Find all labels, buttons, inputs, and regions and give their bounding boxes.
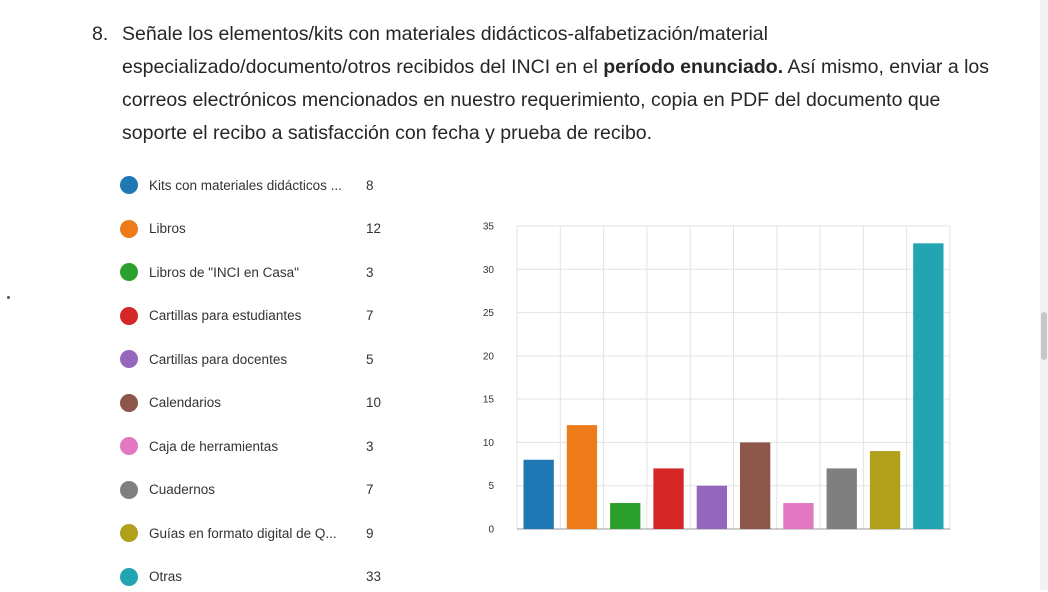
bar xyxy=(696,485,728,529)
bar xyxy=(783,503,814,529)
y-tick-label: 25 xyxy=(483,308,495,319)
legend-label: Kits con materiales didácticos ... xyxy=(149,177,342,193)
bar xyxy=(869,451,901,529)
scrollbar-thumb[interactable] xyxy=(1041,312,1047,360)
legend-value: 3 xyxy=(366,438,374,454)
edge-marker xyxy=(7,296,10,299)
legend-swatch xyxy=(120,437,138,455)
legend-label: Cartillas para estudiantes xyxy=(149,308,302,323)
legend-item: Caja de herramientas 3 xyxy=(120,431,400,461)
legend-label: Guías en formato digital de Q... xyxy=(149,525,337,541)
legend-value: 33 xyxy=(366,569,382,584)
legend-label: Libros de "INCI en Casa" xyxy=(149,264,299,280)
legend-item: Cuadernos 7 xyxy=(120,475,400,505)
legend-swatch xyxy=(120,306,138,325)
y-tick-label: 30 xyxy=(483,265,495,276)
legend-swatch xyxy=(120,480,138,499)
legend-swatch xyxy=(120,393,138,412)
y-tick-label: 15 xyxy=(483,395,495,406)
legend-item: Otras 33 xyxy=(120,562,400,592)
legend-label: Otras xyxy=(149,569,183,584)
legend-value: 12 xyxy=(366,221,382,236)
legend-label: Calendarios xyxy=(149,395,222,410)
legend-value: 3 xyxy=(366,264,374,280)
question-number: 8. xyxy=(92,23,109,45)
legend-swatch xyxy=(120,567,138,586)
legend-label: Cartillas para docentes xyxy=(149,351,288,367)
legend-value: 7 xyxy=(366,308,374,323)
y-tick-label: 35 xyxy=(483,222,495,233)
legend-item: Libros de "INCI en Casa" 3 xyxy=(120,257,400,287)
legend-value: 9 xyxy=(366,525,374,541)
bar xyxy=(566,425,598,529)
legend-swatch xyxy=(120,263,138,281)
bar-chart: 0 5 10 15 20 25 30 35 xyxy=(483,222,951,536)
legend-item: Guías en formato digital de Q... 9 xyxy=(120,518,400,548)
legend-label: Libros xyxy=(149,221,186,236)
y-tick-label: 0 xyxy=(488,525,494,536)
y-tick-label: 20 xyxy=(483,351,495,362)
legend-label: Caja de herramientas xyxy=(149,438,279,454)
legend-value: 8 xyxy=(366,177,374,193)
question-heading: 8. Señale los elementos/kits con materia… xyxy=(92,18,992,150)
legend-value: 10 xyxy=(366,395,382,410)
y-tick-label: 10 xyxy=(483,438,495,449)
question-text-end: Así mismo, enviar a los correos electrón… xyxy=(122,56,990,144)
legend-item: Cartillas para docentes 5 xyxy=(120,344,400,374)
bar xyxy=(739,442,771,529)
legend-item: Kits con materiales didácticos ... 8 xyxy=(120,170,400,200)
bar xyxy=(826,468,857,529)
question-text-bold: período enunciado. xyxy=(603,56,784,78)
y-tick-label: 5 xyxy=(488,481,494,492)
question-text: Señale los elementos/kits con materiales… xyxy=(122,18,992,150)
legend-swatch xyxy=(120,219,138,238)
scrollbar-track[interactable] xyxy=(1040,0,1048,590)
legend-swatch xyxy=(120,524,138,542)
bar xyxy=(913,243,944,530)
legend-value: 7 xyxy=(366,482,374,497)
bar xyxy=(523,459,554,529)
bar xyxy=(653,468,684,529)
legend-item: Cartillas para estudiantes 7 xyxy=(120,301,400,331)
legend-swatch xyxy=(120,350,138,368)
legend-value: 5 xyxy=(366,351,374,367)
question-text-start: Señale los elementos/kits con materiales… xyxy=(122,23,768,78)
legend-swatch xyxy=(120,176,138,194)
legend-label: Cuadernos xyxy=(149,482,216,497)
legend-item: Calendarios 10 xyxy=(120,388,400,418)
legend-item: Libros 12 xyxy=(120,214,400,244)
bar xyxy=(610,503,641,529)
